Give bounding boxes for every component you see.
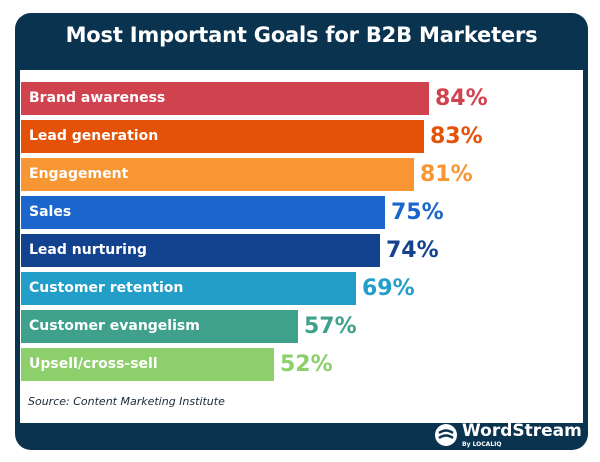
bar xyxy=(21,234,380,267)
wordstream-wave-icon xyxy=(435,424,457,446)
source-note: Source: Content Marketing Institute xyxy=(28,395,225,408)
bar xyxy=(21,272,356,305)
bar-label: Upsell/cross-sell xyxy=(29,356,158,372)
bar xyxy=(21,82,429,115)
chart-frame: Most Important Goals for B2B Marketers S… xyxy=(15,13,588,450)
bar-label: Sales xyxy=(29,204,72,220)
bar-value: 52% xyxy=(280,352,333,377)
logo-name: WordStream xyxy=(462,420,582,441)
wordstream-logo: WordStream By LOCALIQ xyxy=(435,420,582,450)
chart-panel: Source: Content Marketing Institute Bran… xyxy=(20,70,583,423)
bar-value: 83% xyxy=(430,124,483,149)
bar-value: 69% xyxy=(362,276,415,301)
chart-title: Most Important Goals for B2B Marketers xyxy=(65,23,538,47)
bar xyxy=(21,196,385,229)
bar-label: Engagement xyxy=(29,166,129,182)
bar-label: Customer evangelism xyxy=(29,318,200,334)
bar xyxy=(21,120,424,153)
bar-label: Lead generation xyxy=(29,128,159,144)
bar xyxy=(21,310,298,343)
bar-value: 81% xyxy=(420,162,473,187)
bar-label: Lead nurturing xyxy=(29,242,147,258)
bar-value: 75% xyxy=(391,200,444,225)
bar xyxy=(21,158,414,191)
bar-value: 84% xyxy=(435,86,488,111)
bar-value: 57% xyxy=(304,314,357,339)
bar-label: Customer retention xyxy=(29,280,184,296)
bar-label: Brand awareness xyxy=(29,90,166,106)
logo-sub: By LOCALIQ xyxy=(462,440,502,448)
bar-value: 74% xyxy=(386,238,439,263)
bar xyxy=(21,348,274,381)
